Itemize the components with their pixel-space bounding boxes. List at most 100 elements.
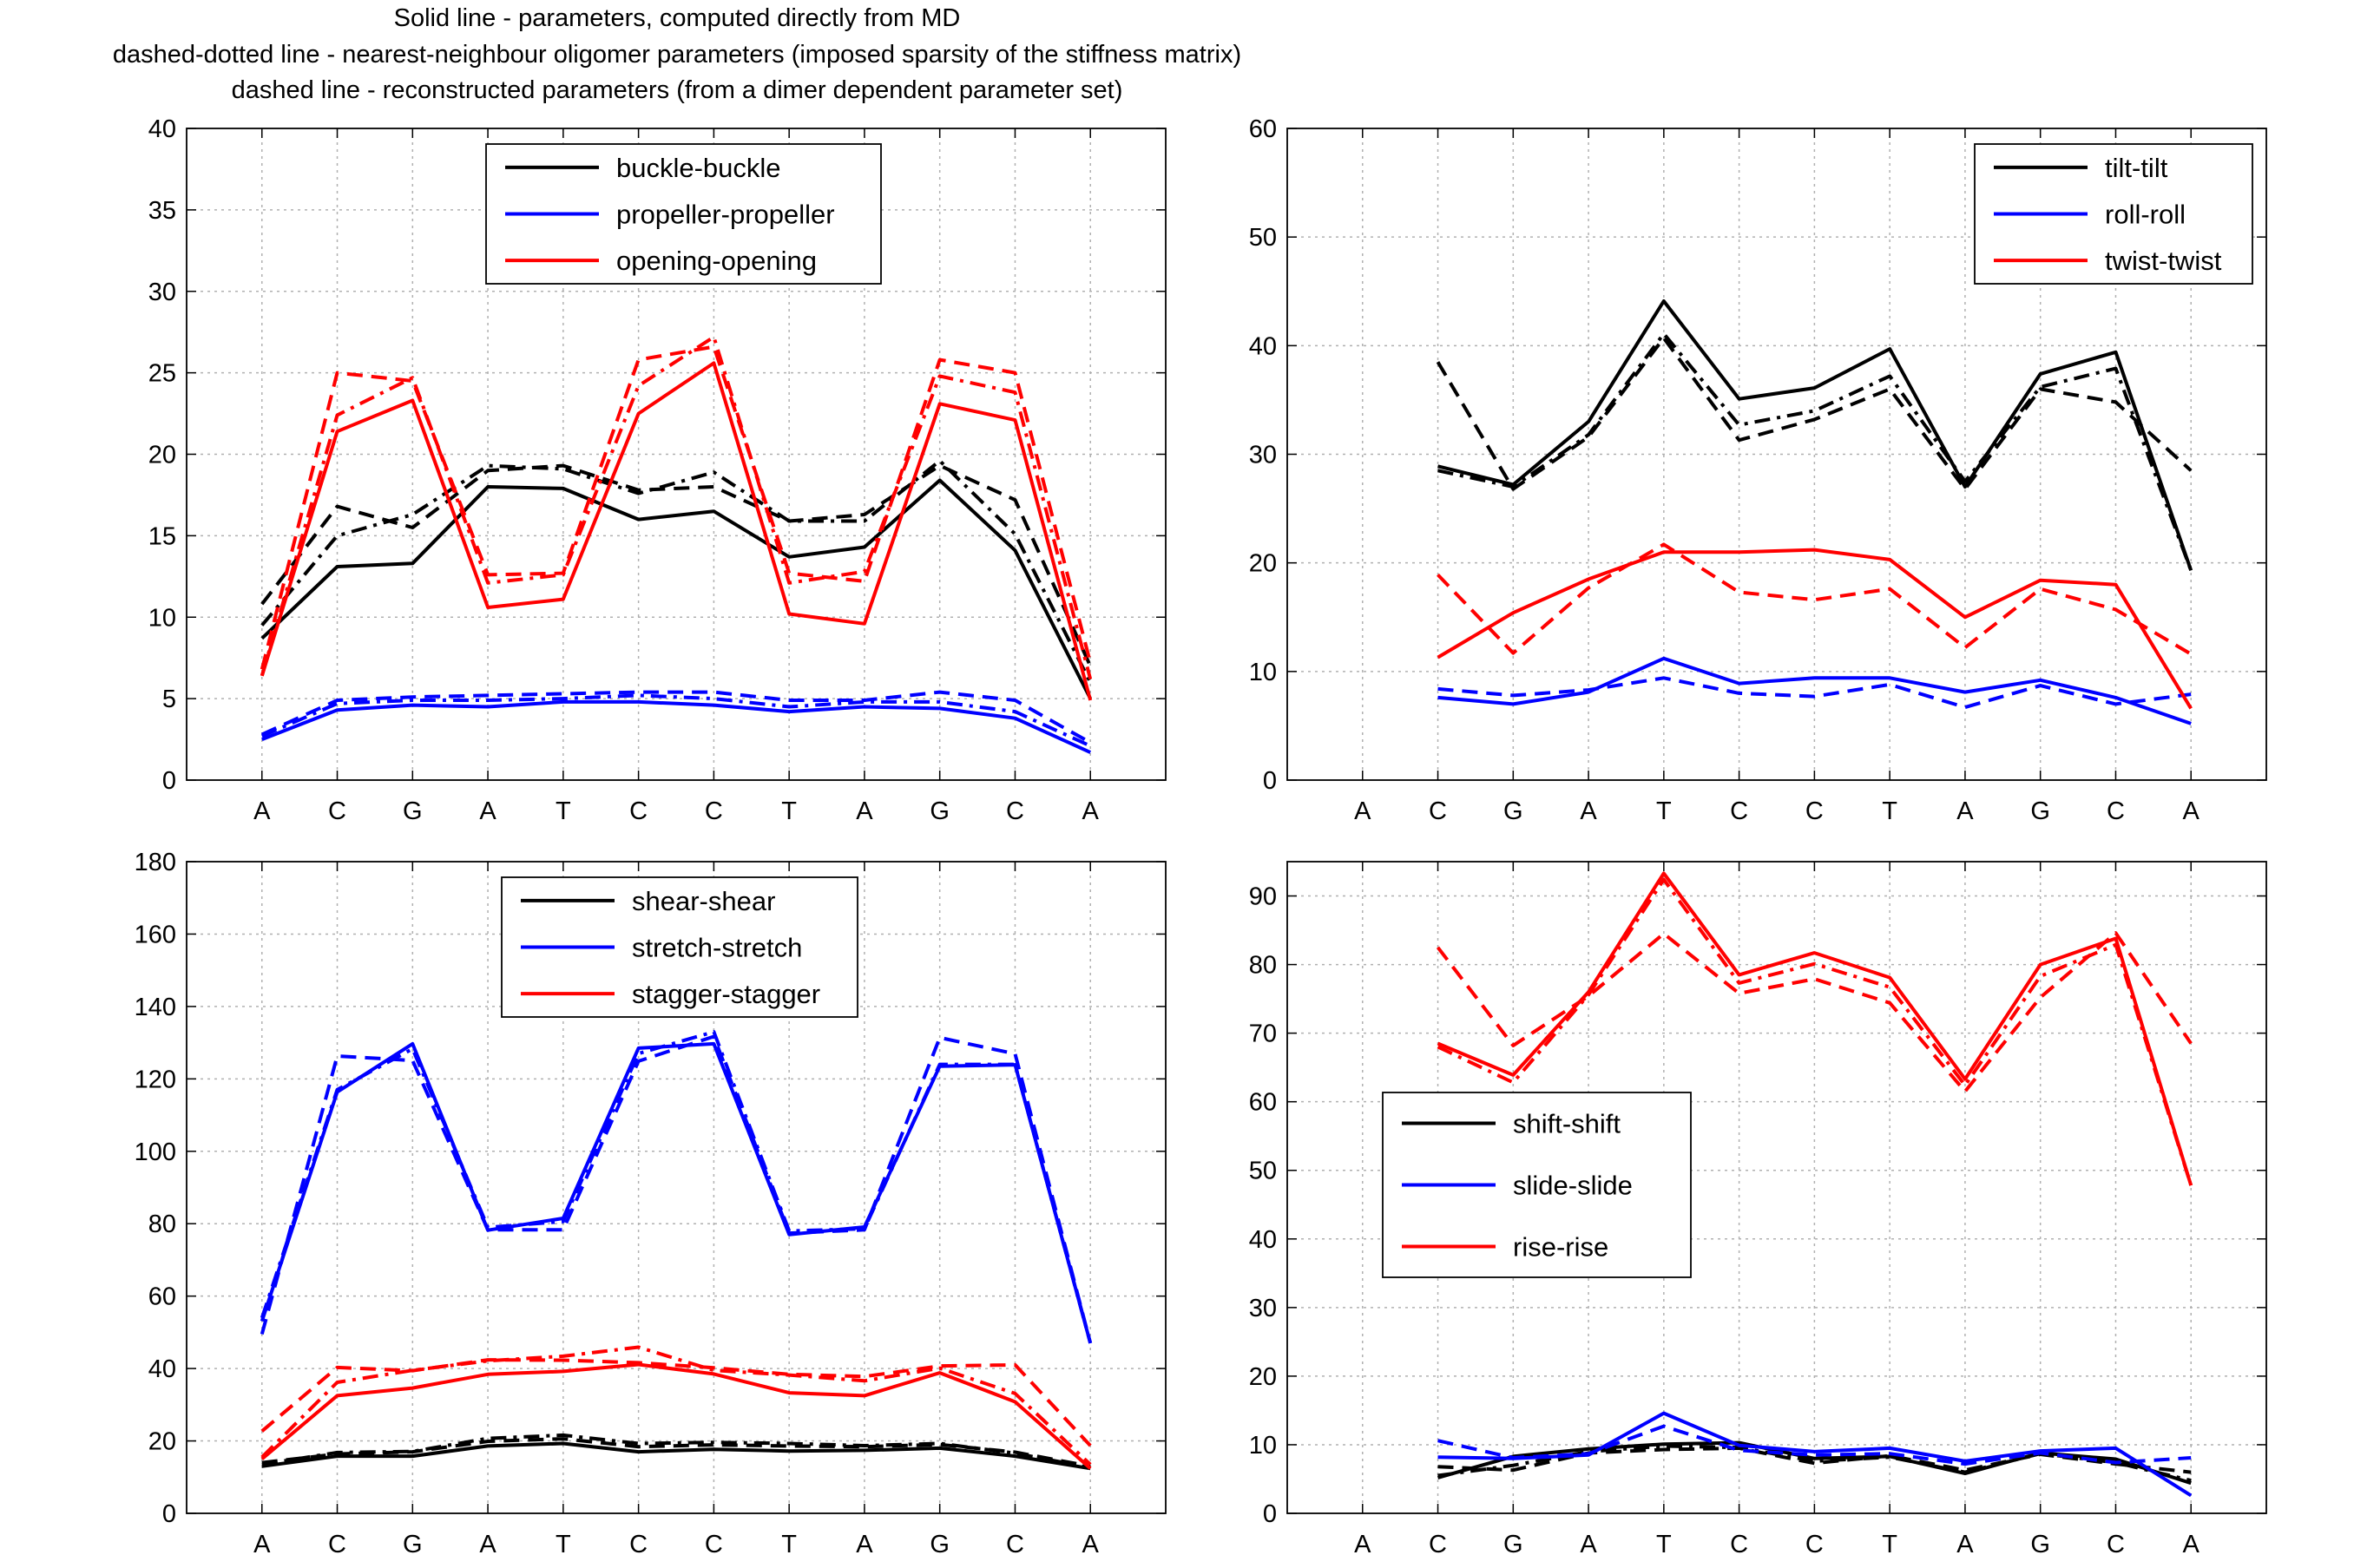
chart-panels: 0 5 10 15 20 25 30 35 40 A C G A T C C T A G C Abuckle-buckl… <box>135 115 2267 1558</box>
x-tick-label: C <box>328 797 346 825</box>
series-line-black-solid <box>260 478 1092 700</box>
y-tick-label: 25 <box>148 360 176 388</box>
y-tick-label: 0 <box>162 767 176 795</box>
series-line-red-dashdot <box>1437 877 2193 1186</box>
x-tick-label: C <box>1730 1531 1748 1558</box>
y-tick-label: 10 <box>1249 1432 1277 1460</box>
series-line-red-solid <box>260 1362 1092 1470</box>
axes-box <box>186 128 1167 781</box>
y-tick-label: 180 <box>135 849 176 876</box>
series-line-red-dashed <box>260 1358 1092 1447</box>
y-tick-label: 160 <box>135 921 176 948</box>
x-tick-label: A <box>1956 1531 1974 1558</box>
legend-entry: stagger-stagger <box>632 979 820 1009</box>
y-tick-label: 60 <box>1249 1089 1277 1117</box>
x-tick-label: T <box>556 797 571 825</box>
axes-box <box>186 861 1167 1514</box>
series-line-black-solid <box>1437 299 2193 572</box>
series-line-blue-dashed <box>260 690 1092 745</box>
x-tick-label: A <box>253 1531 271 1558</box>
series-line-red-dashdot <box>260 335 1093 680</box>
x-tick-label: A <box>1580 1531 1597 1558</box>
y-tick-label: 40 <box>1249 332 1277 360</box>
x-tick-label: C <box>1429 797 1447 825</box>
x-tick-label: A <box>479 1531 496 1558</box>
chart-panel-3: 0 20 40 60 80 100 120 140 160 180 A C G A T C C T A G C Ashea… <box>135 849 1167 1558</box>
y-tick-label: 40 <box>148 115 176 143</box>
x-tick-label: C <box>328 1531 346 1558</box>
axes-box <box>1286 861 2267 1514</box>
series-line-blue-solid <box>260 1041 1093 1344</box>
series-line-black-dashed <box>261 1437 1091 1468</box>
x-tick-label: G <box>1503 1531 1523 1558</box>
series-line-black-solid <box>261 1441 1091 1471</box>
x-tick-label: T <box>781 1531 797 1558</box>
legend-entry: propeller-propeller <box>616 200 835 230</box>
x-tick-label: G <box>2030 1531 2050 1558</box>
y-tick-label: 20 <box>148 442 176 469</box>
series-line-blue-solid <box>1437 656 2192 725</box>
y-tick-label: 0 <box>162 1500 176 1528</box>
series-line-blue-solid <box>261 699 1092 754</box>
x-tick-label: C <box>629 1531 648 1558</box>
series-line-red-solid <box>1437 548 2193 710</box>
series-line-red-dashed <box>260 344 1093 670</box>
x-tick-label: C <box>1429 1531 1447 1558</box>
x-tick-label: A <box>2183 797 2200 825</box>
series-line-red-dashdot <box>260 1345 1092 1466</box>
legend-entry: opening-opening <box>616 246 817 276</box>
series-line-black-dashdot <box>1437 331 2193 572</box>
x-tick-label: C <box>1805 1531 1824 1558</box>
legend: buckle-buckle propeller-propeller opening-… <box>485 143 882 285</box>
x-tick-label: C <box>1730 797 1748 825</box>
series-line-blue-dashed <box>1437 1424 2192 1466</box>
series-line-red-dashed <box>1437 542 2193 656</box>
series-line-black-dashed <box>1436 336 2193 491</box>
series-line-red-dashed <box>1436 931 2193 1093</box>
series-line-red-solid <box>260 361 1093 701</box>
y-tick-label: 10 <box>148 604 176 632</box>
y-tick-label: 40 <box>1249 1226 1277 1254</box>
y-tick-label: 0 <box>1263 1500 1277 1528</box>
legend-entry: buckle-buckle <box>616 153 781 183</box>
x-tick-label: C <box>1805 797 1824 825</box>
legend: shear-shear stretch-stretch stagger-stagge… <box>501 876 858 1018</box>
x-tick-label: T <box>1882 1531 1897 1558</box>
x-tick-label: A <box>1354 797 1371 825</box>
x-tick-label: C <box>705 797 723 825</box>
y-tick-label: 70 <box>1249 1020 1277 1048</box>
x-tick-label: A <box>253 797 271 825</box>
legend-entry: rise-rise <box>1513 1232 1608 1263</box>
series-line-blue-dashdot <box>261 693 1092 748</box>
x-tick-label: A <box>856 797 873 825</box>
legend-entry: tilt-tilt <box>2105 153 2168 183</box>
caption-line-1: Solid line - parameters, computed direct… <box>394 4 961 32</box>
x-tick-label: G <box>2030 797 2050 825</box>
x-tick-label: G <box>403 1531 423 1558</box>
x-tick-label: A <box>479 797 496 825</box>
y-tick-label: 140 <box>135 994 176 1021</box>
x-tick-label: C <box>629 797 648 825</box>
legend-entry: stretch-stretch <box>632 933 802 963</box>
x-tick-label: A <box>1956 797 1974 825</box>
x-tick-label: T <box>1656 1531 1672 1558</box>
axes-box <box>1286 128 2267 781</box>
x-tick-label: A <box>1580 797 1597 825</box>
chart-panel-4: 0 10 20 30 40 50 60 70 80 90 A C G A T C C T A G C Ashift-shi… <box>1249 861 2267 1558</box>
y-tick-label: 35 <box>148 197 176 225</box>
series-line-blue-dashed <box>1437 676 2192 710</box>
series-line-red-solid <box>1437 871 2193 1186</box>
caption-line-3: dashed line - reconstructed parameters (… <box>232 76 1123 104</box>
x-tick-label: A <box>1082 797 1100 825</box>
series-line-black-dashed <box>260 463 1093 667</box>
x-tick-label: C <box>2107 1531 2125 1558</box>
x-tick-label: C <box>1006 1531 1024 1558</box>
y-tick-label: 60 <box>1249 115 1277 143</box>
x-tick-label: A <box>856 1531 873 1558</box>
x-tick-label: C <box>705 1531 723 1558</box>
series-line-blue-dashed <box>260 1034 1093 1344</box>
x-tick-label: G <box>403 797 423 825</box>
legend-entry: shift-shift <box>1513 1109 1621 1139</box>
chart-panel-1: 0 5 10 15 20 25 30 35 40 A C G A T C C T A G C Abuckle-buckl… <box>148 115 1167 825</box>
